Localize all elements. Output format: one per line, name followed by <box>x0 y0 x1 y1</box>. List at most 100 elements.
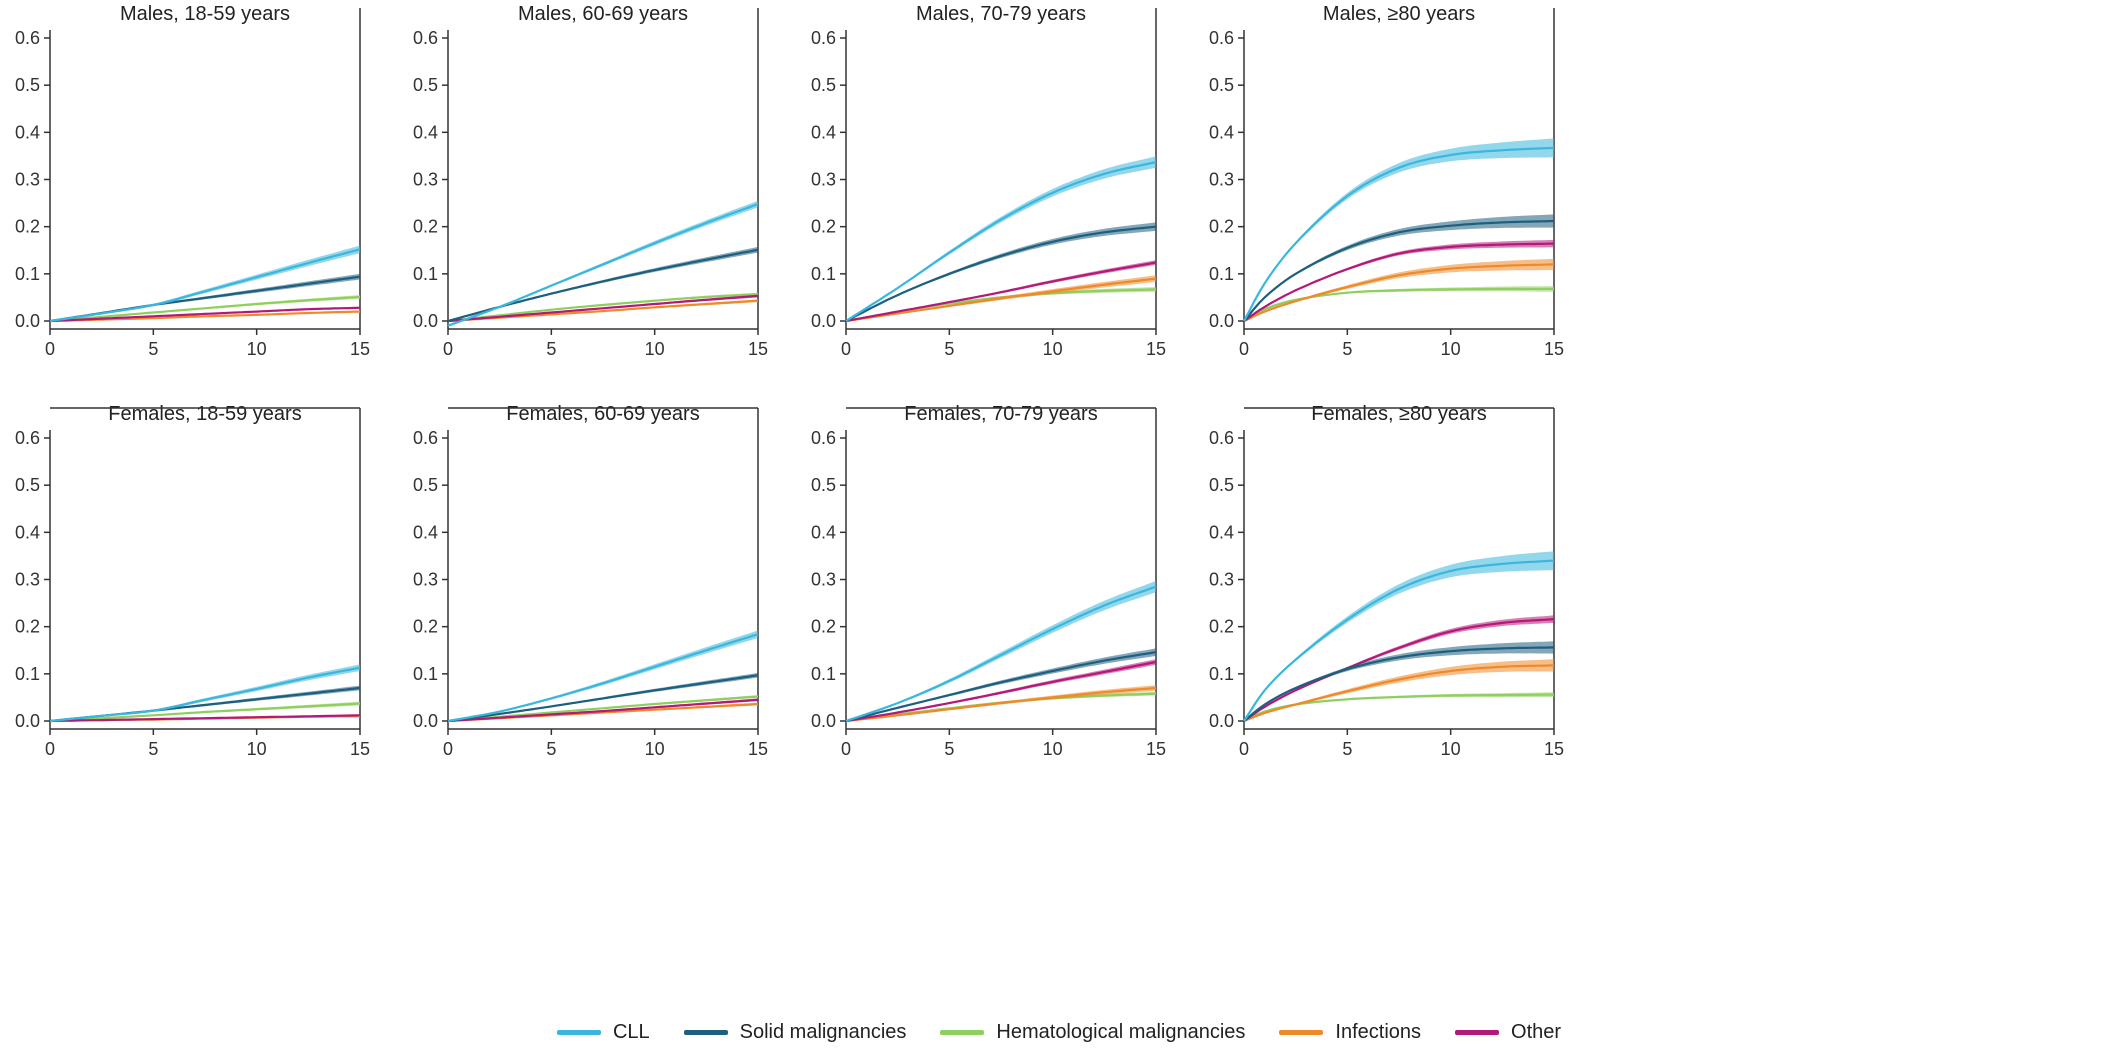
panel-8-y-tick-label: 0.2 <box>1209 617 1234 637</box>
panel-3-y-tick-label: 0.4 <box>811 122 836 142</box>
panel-3-line-infections <box>845 277 1157 323</box>
panel-8-x-tick-label: 10 <box>1441 739 1461 759</box>
legend-item-solid-malignancies: Solid malignancies <box>683 1021 906 1044</box>
panel-2-y-tick-label: 0.5 <box>413 75 438 95</box>
panel-5-y-tick-label: 0.5 <box>15 475 40 495</box>
panel-5-x-tick-label: 0 <box>45 739 55 759</box>
panel-8-y-tick-label: 0.5 <box>1209 475 1234 495</box>
legend-swatch-other <box>1455 1029 1500 1035</box>
legend-item-hematological-malignancies: Hematological malignancies <box>940 1021 1245 1044</box>
panel-7-y-tick-label: 0.4 <box>811 522 836 542</box>
panel-7-y-tick-label: 0.5 <box>811 475 836 495</box>
panel-2-x-tick-label: 10 <box>645 339 665 359</box>
panel-4: Males, ≥80 years 0.0 0.1 0.2 0.3 0.4 0.5 0.6 0 5 1… <box>1209 3 1564 359</box>
panel-3-line-solid-malignancies <box>845 225 1157 322</box>
panel-4-title: Males, ≥80 years <box>1323 3 1475 25</box>
panel-4-y-tick-label: 0.5 <box>1209 75 1234 95</box>
panel-7-y-tick-label: 0.0 <box>811 711 836 731</box>
panel-5-line-hematological-malignancies <box>49 702 361 723</box>
panel-2-y-tick-label: 0.2 <box>413 217 438 237</box>
panel-7-y-tick-label: 0.3 <box>811 570 836 590</box>
panel-8-x-tick-label: 15 <box>1544 739 1564 759</box>
panel-7-y-tick-label: 0.6 <box>811 428 836 448</box>
panel-4-y-tick-label: 0.0 <box>1209 311 1234 331</box>
panel-4-line-solid-malignancies <box>1243 219 1555 322</box>
panel-6-y-tick-label: 0.0 <box>413 711 438 731</box>
panel-2-x-tick-label: 5 <box>546 339 556 359</box>
panel-4-y-tick-label: 0.1 <box>1209 264 1234 284</box>
legend-item-other: Other <box>1455 1021 1561 1044</box>
panel-3-x-tick-label: 10 <box>1043 339 1063 359</box>
panel-4-line-infections <box>1243 263 1555 322</box>
legend-item-cll: CLL <box>556 1020 650 1044</box>
panel-8-line-hematological-malignancies <box>1243 693 1554 722</box>
panel-3-band-cll <box>846 156 1156 321</box>
panel-6-y-tick-label: 0.3 <box>413 570 438 590</box>
panel-2-band-cll <box>448 200 758 326</box>
panel-8-y-tick-label: 0.6 <box>1209 428 1234 448</box>
panel-3-line-hematological-malignancies <box>845 288 1157 323</box>
legend-label-other: Other <box>1511 1020 1562 1043</box>
panel-8-title: Females, ≥80 years <box>1311 403 1487 425</box>
panel-2-line-cll <box>447 202 759 327</box>
panel-2-line-hematological-malignancies <box>447 293 759 323</box>
panel-8-band-cll <box>1244 551 1554 721</box>
legend-label-cll: CLL <box>612 1020 650 1043</box>
panel-6-y-tick-label: 0.4 <box>413 522 438 542</box>
panel-7-line-other <box>845 660 1157 723</box>
panel-2-y-tick-label: 0.6 <box>413 28 438 48</box>
panel-3-y-tick-label: 0.2 <box>811 217 836 237</box>
legend-item-infections: Infections <box>1279 1021 1421 1044</box>
panel-1-y-tick-label: 0.6 <box>15 28 40 48</box>
panel-6-x-tick-label: 15 <box>748 739 768 759</box>
panel-4-y-tick-label: 0.4 <box>1209 122 1234 142</box>
panel-1-y-tick-label: 0.4 <box>15 122 40 142</box>
panel-8-y-tick-label: 0.1 <box>1209 664 1234 684</box>
panel-4-y-tick-label: 0.2 <box>1209 217 1234 237</box>
panel-4-y-tick-label: 0.3 <box>1209 170 1234 190</box>
legend-swatch-cll <box>556 1029 601 1035</box>
panel-1-y-tick-label: 0.3 <box>15 170 40 190</box>
panel-6-line-solid-malignancies <box>447 674 759 723</box>
panel-7-y-tick-label: 0.2 <box>811 617 836 637</box>
panel-3-y-tick-label: 0.0 <box>811 311 836 331</box>
panel-3-x-tick-label: 15 <box>1146 339 1166 359</box>
panel-5-y-tick-label: 0.0 <box>15 711 40 731</box>
panel-7-x-tick-label: 15 <box>1146 739 1166 759</box>
panel-8-line-infections <box>1243 664 1555 723</box>
panel-1-x-tick-label: 0 <box>45 339 55 359</box>
panel-4-band-other <box>1244 239 1554 321</box>
panel-1-y-tick-label: 0.5 <box>15 75 40 95</box>
panel-5-y-tick-label: 0.2 <box>15 617 40 637</box>
panel-2-x-tick-label: 0 <box>443 339 453 359</box>
panel-3: Males, 70-79 years 0.0 0.1 0.2 0.3 0.4 0.5 0.6 0… <box>811 3 1166 359</box>
panel-5-y-tick-label: 0.4 <box>15 522 40 542</box>
panel-5-x-tick-label: 10 <box>247 739 267 759</box>
panel-2-y-tick-label: 0.0 <box>413 311 438 331</box>
panel-7: Females, 70-79 years 0.0 0.1 0.2 0.3 0.4 0.5 0.… <box>811 403 1166 759</box>
panel-6-y-tick-label: 0.5 <box>413 475 438 495</box>
panel-7-x-tick-label: 10 <box>1043 739 1063 759</box>
panel-8-y-tick-label: 0.0 <box>1209 711 1234 731</box>
panel-8-x-tick-label: 5 <box>1342 739 1352 759</box>
panel-7-line-cll <box>845 585 1157 723</box>
panel-6-line-cll <box>447 633 759 723</box>
panel-1-title: Males, 18-59 years <box>120 3 290 25</box>
panel-4-x-tick-label: 5 <box>1342 339 1352 359</box>
panel-2-title: Males, 60-69 years <box>518 3 688 25</box>
panel-8-y-tick-label: 0.3 <box>1209 570 1234 590</box>
legend-swatch-infections <box>1279 1029 1324 1035</box>
panel-1-x-tick-label: 10 <box>247 339 267 359</box>
panel-3-y-tick-label: 0.3 <box>811 170 836 190</box>
legend-label-infections: Infections <box>1335 1020 1422 1043</box>
panel-6: Females, 60-69 years 0.0 0.1 0.2 0.3 0.4 0.5 0.… <box>413 403 768 759</box>
panel-5-y-tick-label: 0.1 <box>15 664 40 684</box>
panel-1-x-tick-label: 5 <box>148 339 158 359</box>
panel-5-y-tick-label: 0.6 <box>15 428 40 448</box>
panel-1-line-hematological-malignancies <box>49 295 361 323</box>
panel-2-y-tick-label: 0.3 <box>413 170 438 190</box>
panel-6-y-tick-label: 0.1 <box>413 664 438 684</box>
panel-3-x-tick-label: 5 <box>944 339 954 359</box>
panel-8-x-tick-label: 0 <box>1239 739 1249 759</box>
